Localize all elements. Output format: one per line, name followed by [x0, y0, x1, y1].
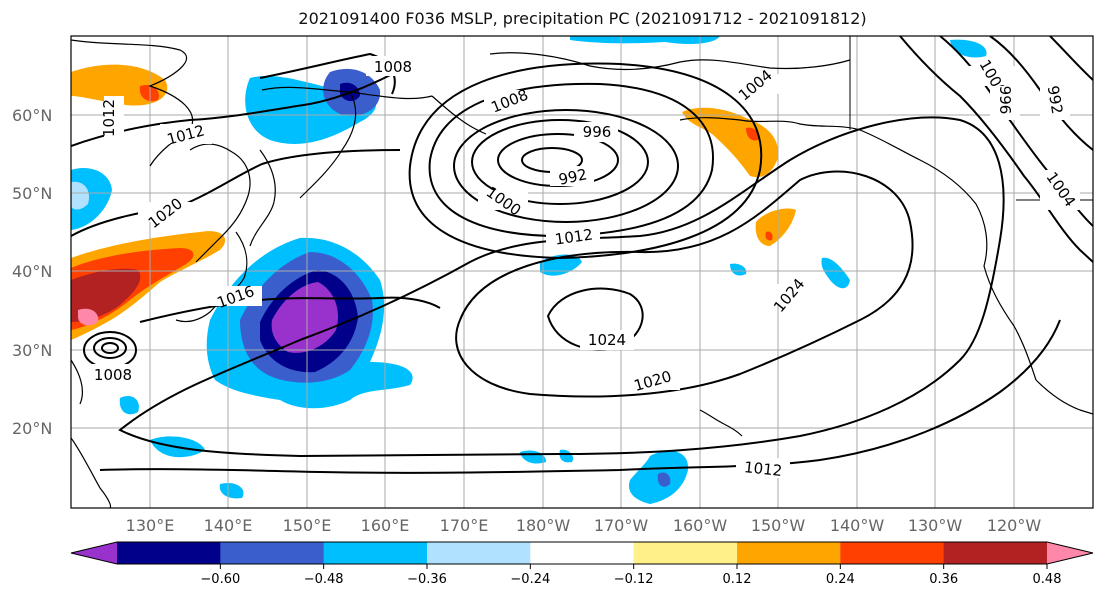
lon-label: 140°E — [204, 516, 253, 535]
isobar-label: 1024 — [588, 331, 626, 349]
lat-label: 40°N — [12, 262, 52, 281]
colorbar-tick-label: −0.12 — [614, 572, 654, 587]
lon-label: 130°E — [126, 516, 175, 535]
colorbar-tick-label: 0.36 — [929, 572, 958, 587]
isobar-label: 1012 — [554, 225, 594, 248]
isobar-1016-west — [139, 296, 441, 323]
map-plot-area: 1008 1012 1012 1020 1016 1008 1008 996 9… — [71, 36, 1093, 508]
colorbar-outline — [70, 541, 1094, 565]
lon-label: 180°W — [516, 516, 571, 535]
isobar-label: 992 — [557, 165, 589, 189]
lat-label: 20°N — [12, 419, 52, 438]
colorbar-segment — [840, 542, 945, 564]
isobar-1020-west — [71, 149, 401, 237]
isobar-1008-north — [259, 52, 396, 95]
lat-label: 30°N — [12, 341, 52, 360]
isobar-1004-east — [1049, 36, 1093, 81]
isobar-1020-high — [455, 170, 914, 398]
colorbar-segment — [220, 542, 325, 564]
lat-label: 50°N — [12, 184, 52, 203]
colorbar-extension-low — [71, 542, 117, 564]
lon-label: 120°W — [987, 516, 1042, 535]
isobar-1024-high — [546, 287, 644, 351]
isobar-label: 1012 — [100, 99, 118, 137]
colorbar-tick-label: −0.48 — [304, 572, 344, 587]
colorbar-tick-label: −0.36 — [407, 572, 447, 587]
colorbar-segment — [117, 542, 221, 564]
isobar-1012-south — [99, 319, 1061, 474]
isobar-label: 992 — [1044, 84, 1067, 115]
lon-label: 160°E — [361, 516, 410, 535]
lon-label: 160°W — [673, 516, 728, 535]
isobar-1012-low — [408, 62, 763, 260]
precipitation-shading — [71, 36, 987, 504]
colorbar-segment — [323, 542, 428, 564]
isobar-low-mid — [93, 337, 127, 359]
lat-label: 60°N — [12, 106, 52, 125]
isobar-label: 1012 — [743, 458, 783, 480]
isobar-1016 — [118, 116, 1005, 458]
longitude-labels: 130°E 140°E 150°E 160°E 170°E 180°W 170°… — [126, 516, 1042, 535]
lon-label: 170°W — [594, 516, 649, 535]
colorbar-segment — [427, 542, 531, 564]
lon-label: 140°W — [830, 516, 885, 535]
colorbar-segment — [737, 542, 841, 564]
map-title: 2021091400 F036 MSLP, precipitation PC (… — [298, 9, 867, 28]
lon-label: 150°W — [751, 516, 806, 535]
isobar-1000 — [471, 119, 649, 205]
isobar-label: 996 — [583, 123, 612, 141]
colorbar: −0.60 −0.48 −0.36 −0.24 −0.12 0.12 0.24 0.36 0.4… — [70, 541, 1094, 587]
colorbar-tick-label: 0.24 — [826, 572, 855, 587]
colorbar-extension-high — [1047, 542, 1093, 564]
lon-label: 130°W — [908, 516, 963, 535]
isobar-1012-west — [71, 69, 401, 147]
colorbar-segment — [943, 542, 1048, 564]
isobar-label: 1008 — [94, 366, 132, 384]
lon-label: 170°E — [440, 516, 489, 535]
isobar-label: 1008 — [374, 58, 412, 76]
colorbar-tick-label: 0.12 — [723, 572, 752, 587]
colorbar-tick-label: 0.48 — [1033, 572, 1062, 587]
isobar-low-core — [101, 342, 119, 354]
isobar-1000-east — [899, 36, 1093, 263]
plot-frame — [70, 35, 1094, 509]
colorbar-segment — [530, 542, 635, 564]
colorbar-segment — [633, 542, 738, 564]
isobar-1004 — [453, 109, 679, 223]
latitude-labels: 60°N 50°N 40°N 30°N 20°N — [12, 106, 52, 438]
lon-label: 150°E — [283, 516, 332, 535]
colorbar-tick-label: −0.24 — [510, 572, 550, 587]
isobar-label: 996 — [996, 86, 1014, 115]
colorbar-tick-label: −0.60 — [200, 572, 240, 587]
